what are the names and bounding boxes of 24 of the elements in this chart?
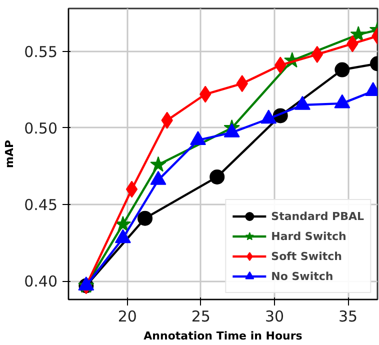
legend-label: Soft Switch <box>271 249 342 263</box>
legend-label: Standard PBAL <box>271 209 364 223</box>
y-tick-label: 0.50 <box>24 119 58 138</box>
x-tick-label: 30 <box>264 308 284 326</box>
point <box>190 131 206 146</box>
point <box>334 62 350 78</box>
point <box>138 210 153 226</box>
point <box>126 180 138 198</box>
legend-label: No Switch <box>271 269 334 283</box>
y-tick-label: 0.40 <box>24 272 58 291</box>
point <box>114 216 132 232</box>
point <box>114 229 131 244</box>
point <box>210 169 225 184</box>
point <box>350 26 366 42</box>
y-tick-label: 0.55 <box>24 42 58 61</box>
y-tick-label: 0.45 <box>24 196 58 214</box>
legend-label: Hard Switch <box>271 229 346 243</box>
x-tick-label: 20 <box>118 308 137 326</box>
x-tick-label: 35 <box>338 308 358 326</box>
x-axis-title: Annotation Time in Hours <box>144 330 303 342</box>
y-axis-title: mAP <box>3 140 16 168</box>
point <box>150 156 166 172</box>
x-tick-label: 25 <box>191 308 210 326</box>
point <box>311 46 324 63</box>
